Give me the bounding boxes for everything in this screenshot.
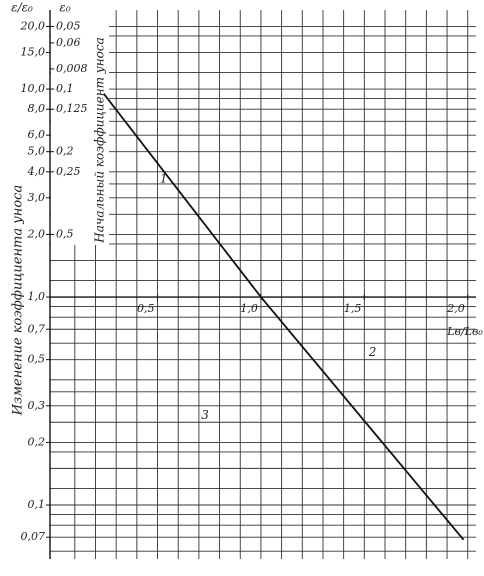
y2-tick-label: 0,2 (56, 145, 74, 158)
y-axis-label: Изменение коэффициента уноса (11, 185, 26, 416)
y2-tick-label: 0,125 (56, 102, 88, 115)
y2-tick-label: 0,1 (56, 82, 74, 95)
x-tick-label: 0,5 (137, 302, 155, 315)
marks (46, 10, 476, 559)
y-tick-label: 15,0 (21, 45, 46, 58)
y2-axis-label: Начальный коэффициент уноса (93, 37, 107, 244)
y-tick-label: 8,0 (28, 102, 46, 115)
y-tick-label: 0,07 (21, 530, 46, 543)
grid (50, 10, 476, 559)
y-tick-label: 1,0 (28, 290, 46, 303)
x-tick-label: 1,0 (240, 302, 258, 315)
data-line (103, 93, 465, 541)
y-tick-label: 5,0 (28, 145, 46, 158)
second-axis-panel (51, 0, 109, 245)
y-tick-label: 10,0 (21, 82, 46, 95)
x-tick-label: 1,5 (344, 302, 362, 315)
y2-tick-label: 0,05 (56, 19, 81, 32)
x-axis-label: Lв/Lв₀ (446, 325, 483, 338)
y-tick-label: 0,2 (28, 435, 46, 448)
annotation: 1 (160, 171, 168, 185)
y-tick-label: 0,5 (28, 353, 46, 366)
annotation: 2 (368, 345, 377, 359)
y2-tick-label: 0,008 (56, 62, 88, 75)
annotation: 3 (201, 408, 209, 422)
y2-tick-label: 0,25 (56, 165, 81, 178)
y-tick-label: 6,0 (28, 128, 46, 141)
x-tick-label: 2,0 (446, 302, 465, 315)
y2-tick-label: 0,5 (56, 227, 74, 240)
y-tick-label: 0,3 (28, 399, 46, 412)
y2-tick-label: 0,06 (56, 36, 81, 49)
y-tick-label: 20,0 (20, 19, 46, 32)
y-tick-label: 2,0 (27, 227, 46, 240)
y-tick-label: 4,0 (27, 165, 46, 178)
y-tick-label: 3,0 (28, 191, 46, 204)
y-axis-title: ε/ε₀ (11, 1, 33, 15)
y-tick-label: 0,1 (28, 498, 46, 511)
y-tick-label: 0,7 (28, 322, 46, 335)
y2-axis-title: ε₀ (59, 1, 70, 15)
